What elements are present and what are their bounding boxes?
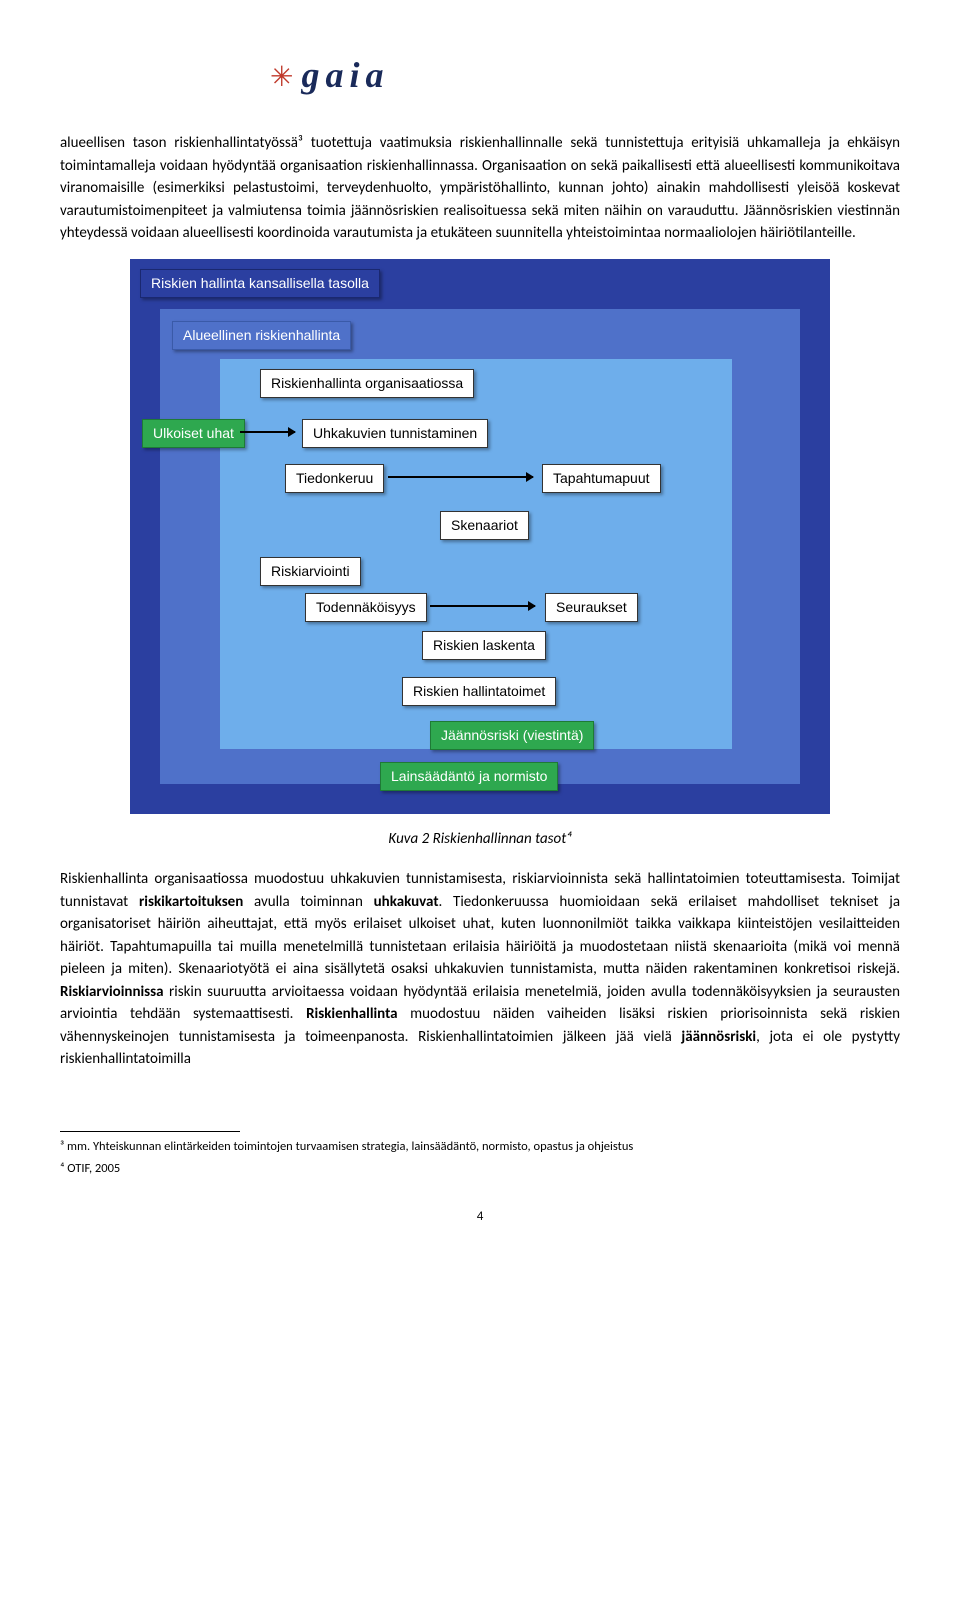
logo: ✳ gaia <box>270 48 900 102</box>
box-probability: Todennäköisyys <box>305 593 427 622</box>
box-consequences: Seuraukset <box>545 593 638 622</box>
logo-text: gaia <box>301 48 389 102</box>
footnote-rule <box>60 1131 240 1132</box>
footnote-3: ³ mm. Yhteiskunnan elintärkeiden toimint… <box>60 1138 900 1157</box>
risk-levels-diagram: Riskien hallinta kansallisella tasolla A… <box>130 259 830 814</box>
box-scenarios: Skenaariot <box>440 511 529 540</box>
arrow-icon <box>240 431 295 433</box>
p2-b: riskikartoituksen <box>139 893 243 911</box>
box-residual-risk: Jäännösriski (viestintä) <box>430 721 594 750</box>
figure-caption: Kuva 2 Riskienhallinnan tasot⁴ <box>60 828 900 851</box>
box-external-threats: Ulkoiset uhat <box>142 419 245 448</box>
box-risk-controls: Riskien hallintatoimet <box>402 677 556 706</box>
paragraph-2: Riskienhallinta organisaatiossa muodostu… <box>60 868 900 1071</box>
box-event-trees: Tapahtumapuut <box>542 464 661 493</box>
box-data-collection: Tiedonkeruu <box>285 464 384 493</box>
paragraph-1: alueellisen tason riskienhallintatyössä³… <box>60 132 900 245</box>
page: ✳ gaia alueellisen tason riskienhallinta… <box>0 0 960 1257</box>
arrow-icon <box>388 476 533 478</box>
box-risk-calculation: Riskien laskenta <box>422 631 546 660</box>
box-legislation: Lainsäädäntö ja normisto <box>380 762 558 791</box>
diagram-container: Riskien hallinta kansallisella tasolla A… <box>60 259 900 814</box>
page-number: 4 <box>60 1207 900 1227</box>
p2-c: avulla toiminnan <box>243 893 373 911</box>
p2-h: Riskienhallinta <box>306 1005 397 1023</box>
box-national: Riskien hallinta kansallisella tasolla <box>140 269 380 298</box>
footnote-4: ⁴ OTIF, 2005 <box>60 1160 900 1179</box>
logo-mark-icon: ✳ <box>270 56 293 98</box>
box-threat-identification: Uhkakuvien tunnistaminen <box>302 419 488 448</box>
box-risk-assessment: Riskiarviointi <box>260 557 361 586</box>
p2-f: Riskiarvioinnissa <box>60 983 164 1001</box>
box-regional: Alueellinen riskienhallinta <box>172 321 351 350</box>
arrow-icon <box>430 605 535 607</box>
box-organisation: Riskienhallinta organisaatiossa <box>260 369 474 398</box>
p2-j: jäännösriski <box>681 1028 756 1046</box>
p2-d: uhkakuvat <box>374 893 439 911</box>
